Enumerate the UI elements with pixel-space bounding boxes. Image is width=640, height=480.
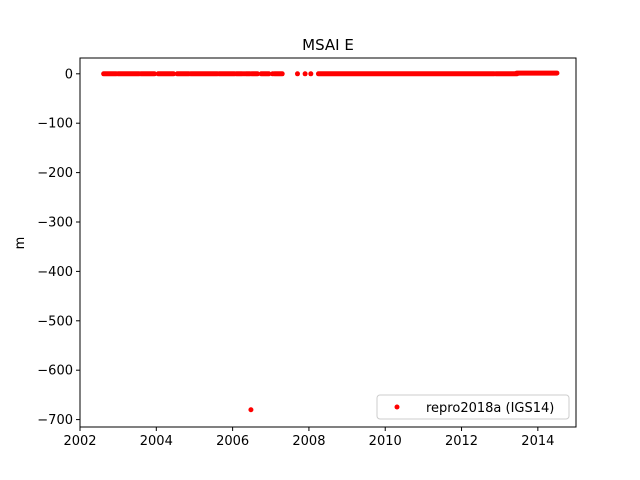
data-point <box>302 71 308 77</box>
data-point-cluster <box>514 70 560 76</box>
data-point-cluster <box>155 71 176 77</box>
data-point-cluster <box>174 71 192 77</box>
data-point <box>241 71 247 77</box>
data-point-cluster <box>188 71 220 77</box>
x-tick-label: 2004 <box>140 434 173 449</box>
data-point-cluster <box>315 71 497 77</box>
data-point-cluster <box>138 71 157 77</box>
data-point <box>294 71 300 77</box>
data-point-cluster <box>258 71 272 77</box>
x-tick-label: 2010 <box>369 434 402 449</box>
x-tick-label: 2008 <box>292 434 325 449</box>
chart-title: MSAI E <box>302 36 354 54</box>
plot-frame <box>79 57 577 428</box>
y-tick-label: −600 <box>37 364 73 379</box>
x-tick-label: 2012 <box>445 434 478 449</box>
data-point-cluster <box>101 71 119 77</box>
x-tick-label: 2002 <box>63 434 96 449</box>
legend-label: repro2018a (IGS14) <box>426 401 554 416</box>
data-point <box>308 71 314 77</box>
y-tick-label: −700 <box>37 413 73 428</box>
legend-box <box>376 394 570 420</box>
data-point-cluster <box>249 71 260 77</box>
data-point-cluster <box>493 71 520 77</box>
plot-marks <box>101 70 560 413</box>
data-point-cluster <box>272 71 285 77</box>
data-point <box>270 71 276 77</box>
y-tick-label: −400 <box>37 265 73 280</box>
x-tick-label: 2014 <box>521 434 554 449</box>
y-tick-label: −300 <box>37 216 73 231</box>
y-tick-label: 0 <box>65 67 73 82</box>
data-point-cluster <box>115 71 142 77</box>
data-point-cluster <box>216 71 238 77</box>
axes: 2002 2004 2006 2008 2010 2012 2014 0 −100 −200 −30… <box>37 57 577 449</box>
x-tick-label: 2006 <box>216 434 249 449</box>
legend: repro2018a (IGS14) <box>376 394 570 420</box>
legend-marker <box>394 404 400 410</box>
y-axis-label: m <box>13 237 28 250</box>
data-point <box>248 407 254 413</box>
y-tick-label: −100 <box>37 117 73 132</box>
y-tick-label: −200 <box>37 166 73 181</box>
y-tick-label: −500 <box>37 314 73 329</box>
